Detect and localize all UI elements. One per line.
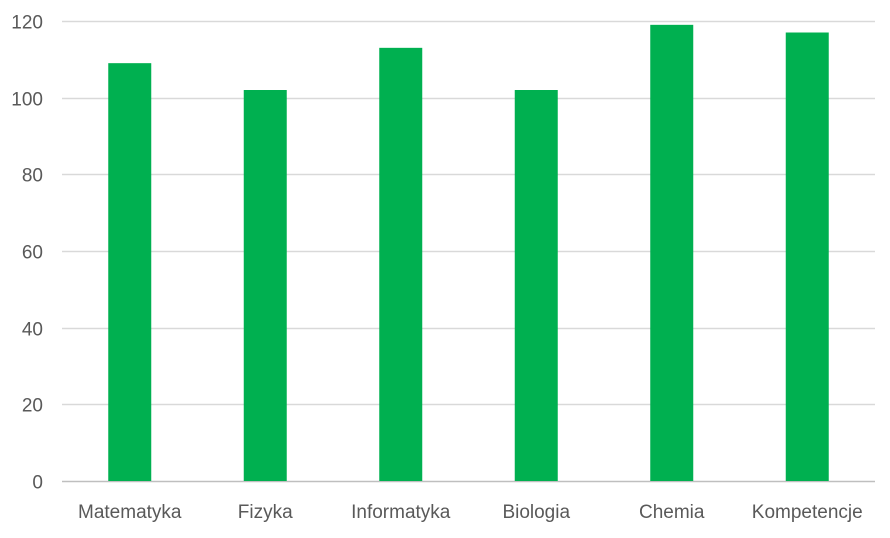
y-tick-label: 120 [11, 13, 43, 34]
bar-matematyka [108, 63, 152, 482]
bar-informatyka [379, 47, 423, 481]
bars [108, 24, 829, 482]
bar-chemia [650, 24, 694, 481]
bar-biologia [514, 90, 558, 481]
x-category-label: Fizyka [238, 502, 293, 523]
y-axis-tick-labels: 0 20 40 60 80 100 120 [11, 13, 43, 494]
x-category-label: Biologia [502, 502, 570, 523]
x-category-label: Chemia [639, 502, 705, 523]
y-tick-label: 20 [22, 396, 43, 417]
x-axis-category-labels: Matematyka Fizyka Informatyka Biologia Chemi… [78, 502, 863, 523]
x-category-label: Matematyka [78, 502, 182, 523]
y-tick-label: 100 [11, 90, 43, 111]
bar-fizyka [243, 90, 287, 481]
y-tick-label: 80 [22, 166, 43, 187]
y-tick-label: 60 [22, 243, 43, 264]
y-tick-label: 40 [22, 320, 43, 341]
gridlines [62, 20, 875, 483]
x-category-label: Kompetencje [752, 502, 863, 523]
x-category-label: Informatyka [351, 502, 451, 523]
y-tick-label: 0 [32, 473, 43, 494]
bar-kompetencje [785, 32, 829, 481]
